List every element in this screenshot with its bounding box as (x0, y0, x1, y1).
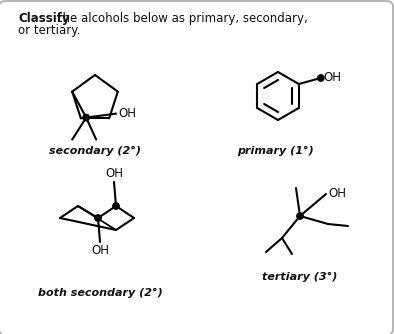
Circle shape (95, 215, 101, 221)
Circle shape (318, 75, 324, 81)
Circle shape (83, 114, 89, 121)
Text: OH: OH (328, 186, 346, 199)
Text: both secondary (2°): both secondary (2°) (37, 288, 162, 298)
Text: secondary (2°): secondary (2°) (49, 146, 141, 156)
Circle shape (297, 213, 303, 219)
Text: OH: OH (118, 107, 136, 120)
Text: the alcohols below as primary, secondary,: the alcohols below as primary, secondary… (54, 12, 308, 25)
Text: tertiary (3°): tertiary (3°) (262, 272, 338, 282)
Circle shape (113, 203, 119, 209)
Text: OH: OH (324, 70, 342, 84)
Text: Classify: Classify (18, 12, 70, 25)
Text: OH: OH (91, 244, 109, 258)
Text: primary (1°): primary (1°) (237, 146, 313, 156)
Text: OH: OH (105, 167, 123, 179)
Text: or tertiary.: or tertiary. (18, 24, 80, 37)
